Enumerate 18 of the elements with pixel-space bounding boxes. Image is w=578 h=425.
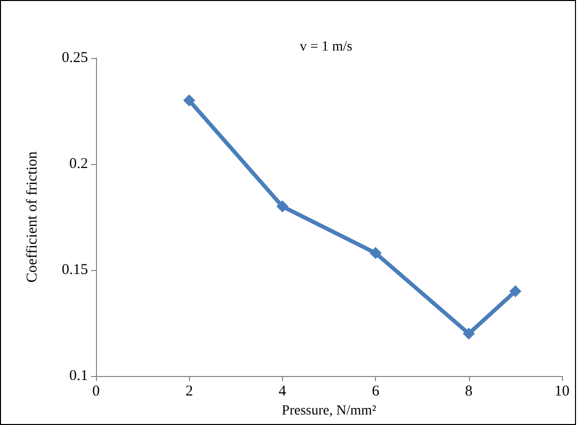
y-tick-label: 0.15	[62, 262, 88, 278]
point	[276, 200, 288, 212]
y-tick-label: 0.1	[69, 368, 88, 384]
x-tick-label: 8	[465, 384, 473, 400]
x-tick-label: 6	[372, 384, 380, 400]
point	[462, 328, 475, 340]
x-tick-label: 10	[554, 384, 570, 400]
x-axis-title: Pressure, N/mm²	[282, 404, 376, 418]
y-axis-title: Coefficient of friction	[24, 150, 40, 283]
x-tick-label: 0	[92, 384, 100, 400]
point	[509, 285, 522, 298]
x-tick-label: 4	[278, 384, 287, 400]
point	[183, 94, 196, 106]
y-tick-label: 0.2	[69, 156, 88, 172]
y-tick-label: 0.25	[62, 50, 88, 66]
point	[370, 247, 382, 260]
x-tick-label: 2	[185, 384, 193, 400]
chart-title: v = 1 m/s	[300, 40, 352, 54]
